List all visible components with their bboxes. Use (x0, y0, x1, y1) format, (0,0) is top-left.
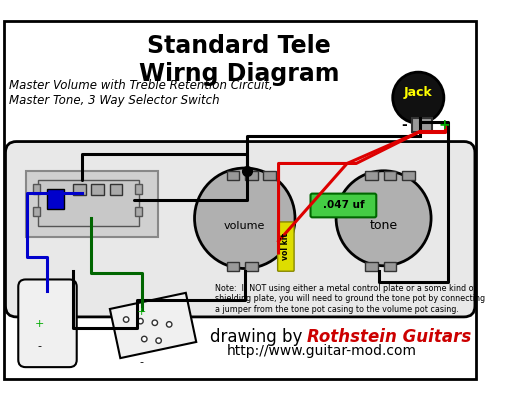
Text: -: - (140, 358, 143, 368)
Bar (263, 171, 276, 180)
Bar (245, 262, 258, 271)
FancyBboxPatch shape (5, 142, 475, 317)
Circle shape (166, 322, 172, 327)
Bar (245, 171, 258, 180)
Text: +: + (439, 118, 450, 132)
Text: +: + (35, 319, 44, 329)
Circle shape (336, 171, 431, 266)
Bar (384, 262, 396, 271)
Bar (135, 207, 142, 216)
Text: -: - (401, 118, 406, 132)
FancyBboxPatch shape (18, 280, 77, 367)
Text: Jack: Jack (404, 86, 433, 99)
Bar (26, 171, 158, 236)
Bar (384, 171, 396, 180)
Bar (402, 171, 415, 180)
Text: tone: tone (370, 219, 397, 232)
Circle shape (123, 317, 129, 322)
Bar (110, 184, 122, 194)
Bar (33, 184, 40, 194)
Bar (38, 180, 139, 226)
Text: drawing by: drawing by (210, 328, 308, 346)
Bar (73, 184, 86, 194)
Circle shape (393, 72, 444, 123)
Circle shape (156, 338, 161, 343)
Bar (110, 293, 196, 358)
Text: -: - (37, 341, 41, 351)
Text: http://www.guitar-mod.com: http://www.guitar-mod.com (226, 344, 416, 358)
Circle shape (195, 168, 295, 268)
Text: Master Volume with Treble Retention Circuit,
Master Tone, 3 Way Selector Switch: Master Volume with Treble Retention Circ… (9, 80, 273, 108)
Text: +: + (137, 307, 146, 317)
Bar (226, 171, 239, 180)
Bar (412, 118, 432, 132)
Text: Note:  If NOT using either a metal control plate or a some kind of
shielding pla: Note: If NOT using either a metal contro… (215, 284, 485, 314)
Text: volume: volume (224, 220, 266, 230)
Circle shape (152, 320, 158, 326)
Bar (365, 171, 378, 180)
Bar (33, 207, 40, 216)
Bar (91, 184, 104, 194)
Text: Standard Tele
Wirng Diagram: Standard Tele Wirng Diagram (139, 34, 340, 86)
Bar (365, 262, 378, 271)
Bar (135, 184, 142, 194)
Bar (226, 262, 239, 271)
Circle shape (142, 336, 147, 342)
Text: vol kit: vol kit (281, 233, 290, 260)
FancyBboxPatch shape (310, 194, 376, 217)
Text: Rothstein Guitars: Rothstein Guitars (307, 328, 471, 346)
Circle shape (138, 318, 143, 324)
Bar (47, 189, 64, 209)
Text: .047 uf: .047 uf (322, 200, 364, 210)
FancyBboxPatch shape (278, 222, 294, 271)
